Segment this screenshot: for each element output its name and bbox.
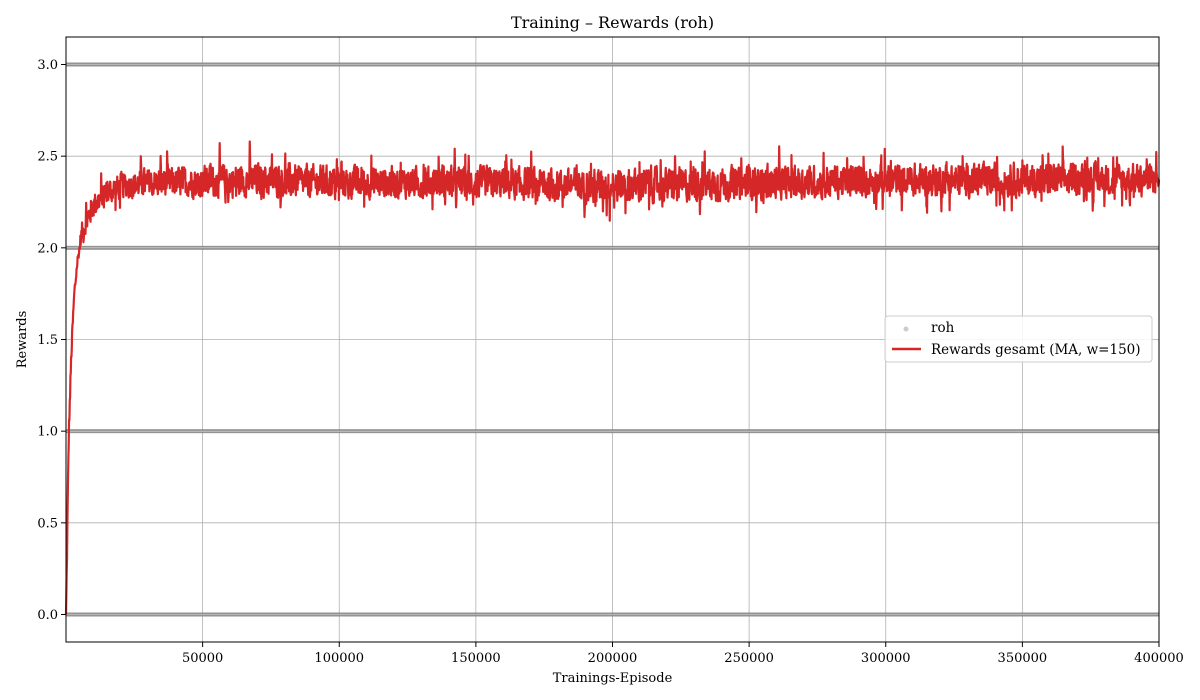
y-tick-label-5: 2.5: [37, 150, 58, 165]
x-tick-label-2: 150000: [451, 651, 501, 666]
chart-title: Training – Rewards (roh): [511, 13, 714, 32]
y-tick-label-1: 0.5: [37, 516, 58, 531]
y-axis-ticks: 0.0 0.5 1.0 1.5 2.0 2.5 3.0: [37, 58, 66, 623]
x-axis-ticks: 50000 100000 150000 200000 250000 300000 35000…: [182, 642, 1184, 666]
y-tick-label-3: 1.5: [37, 333, 58, 348]
legend-box: [884, 315, 1153, 363]
x-tick-label-5: 300000: [861, 651, 911, 666]
x-tick-label-4: 250000: [724, 651, 774, 666]
x-tick-label-1: 100000: [314, 651, 364, 666]
legend-label-ma: Rewards gesamt (MA, w=150): [931, 342, 1141, 358]
x-tick-label-3: 200000: [588, 651, 638, 666]
legend: roh Rewards gesamt (MA, w=150): [884, 315, 1153, 363]
ma-series-line: [64, 140, 1161, 615]
x-tick-label-6: 350000: [998, 651, 1048, 666]
y-tick-label-0: 0.0: [37, 608, 58, 623]
x-tick-label-0: 50000: [182, 651, 223, 666]
y-tick-label-6: 3.0: [37, 58, 58, 73]
raw-reward-lines: [66, 62, 1159, 617]
y-tick-label-2: 1.0: [37, 425, 58, 440]
legend-label-roh: roh: [931, 320, 955, 336]
y-axis-label: Rewards: [15, 311, 30, 369]
y-tick-label-4: 2.0: [37, 241, 58, 256]
legend-marker-roh: [903, 326, 909, 332]
x-tick-label-7: 400000: [1134, 651, 1184, 666]
x-axis-label: Trainings-Episode: [553, 671, 673, 686]
moving-average-series: [64, 140, 1161, 615]
